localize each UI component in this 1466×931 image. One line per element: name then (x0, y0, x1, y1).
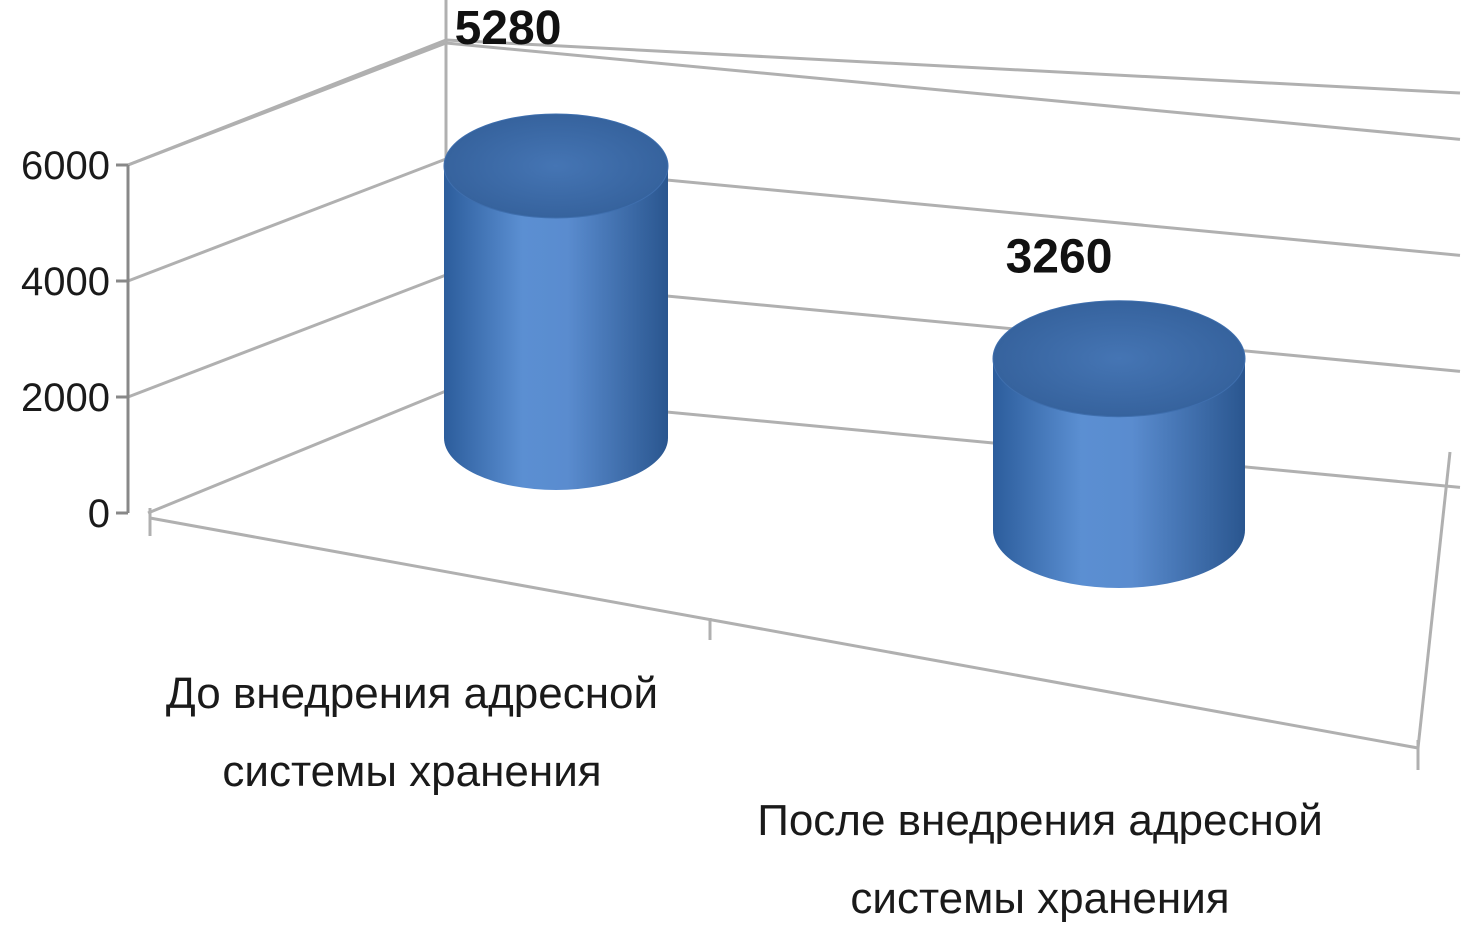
bar-cylinder (992, 300, 1246, 588)
back-gridline (445, 38, 1461, 95)
data-label: 3260 (1006, 231, 1113, 284)
bar-body (993, 358, 1245, 588)
floor-front-edge (149, 516, 1419, 750)
x-tick-label: До внедрения адресной (166, 669, 658, 718)
bar-cylinder (443, 113, 669, 490)
bar-body (444, 166, 668, 490)
floor-right-edge (1416, 451, 1452, 749)
data-label: 5280 (455, 2, 562, 55)
y-axis: 0 2000 4000 6000 (21, 144, 130, 536)
back-gridline (445, 41, 1461, 141)
x-category-label: После внедрения адресной системы хранения (757, 796, 1323, 923)
side-gridline (147, 389, 447, 515)
side-gridline (127, 273, 447, 399)
x-tick-label: После внедрения адресной (757, 796, 1323, 845)
bar-series (443, 113, 1246, 588)
x-tick-label: системы хранения (850, 874, 1229, 923)
bar-top (992, 300, 1246, 418)
y-tick-label: 2000 (21, 376, 110, 420)
bar-top (443, 113, 669, 219)
data-labels: 5280 3260 (455, 2, 1113, 284)
side-gridline (127, 38, 447, 167)
x-tick-label: системы хранения (222, 747, 601, 796)
y-tick-label: 6000 (21, 144, 110, 188)
chart-grid (127, 0, 1461, 770)
y-tick-label: 4000 (21, 260, 110, 304)
side-gridline (127, 157, 447, 283)
y-tick-label: 0 (88, 492, 110, 536)
x-category-label: До внедрения адресной системы хранения (166, 669, 658, 796)
